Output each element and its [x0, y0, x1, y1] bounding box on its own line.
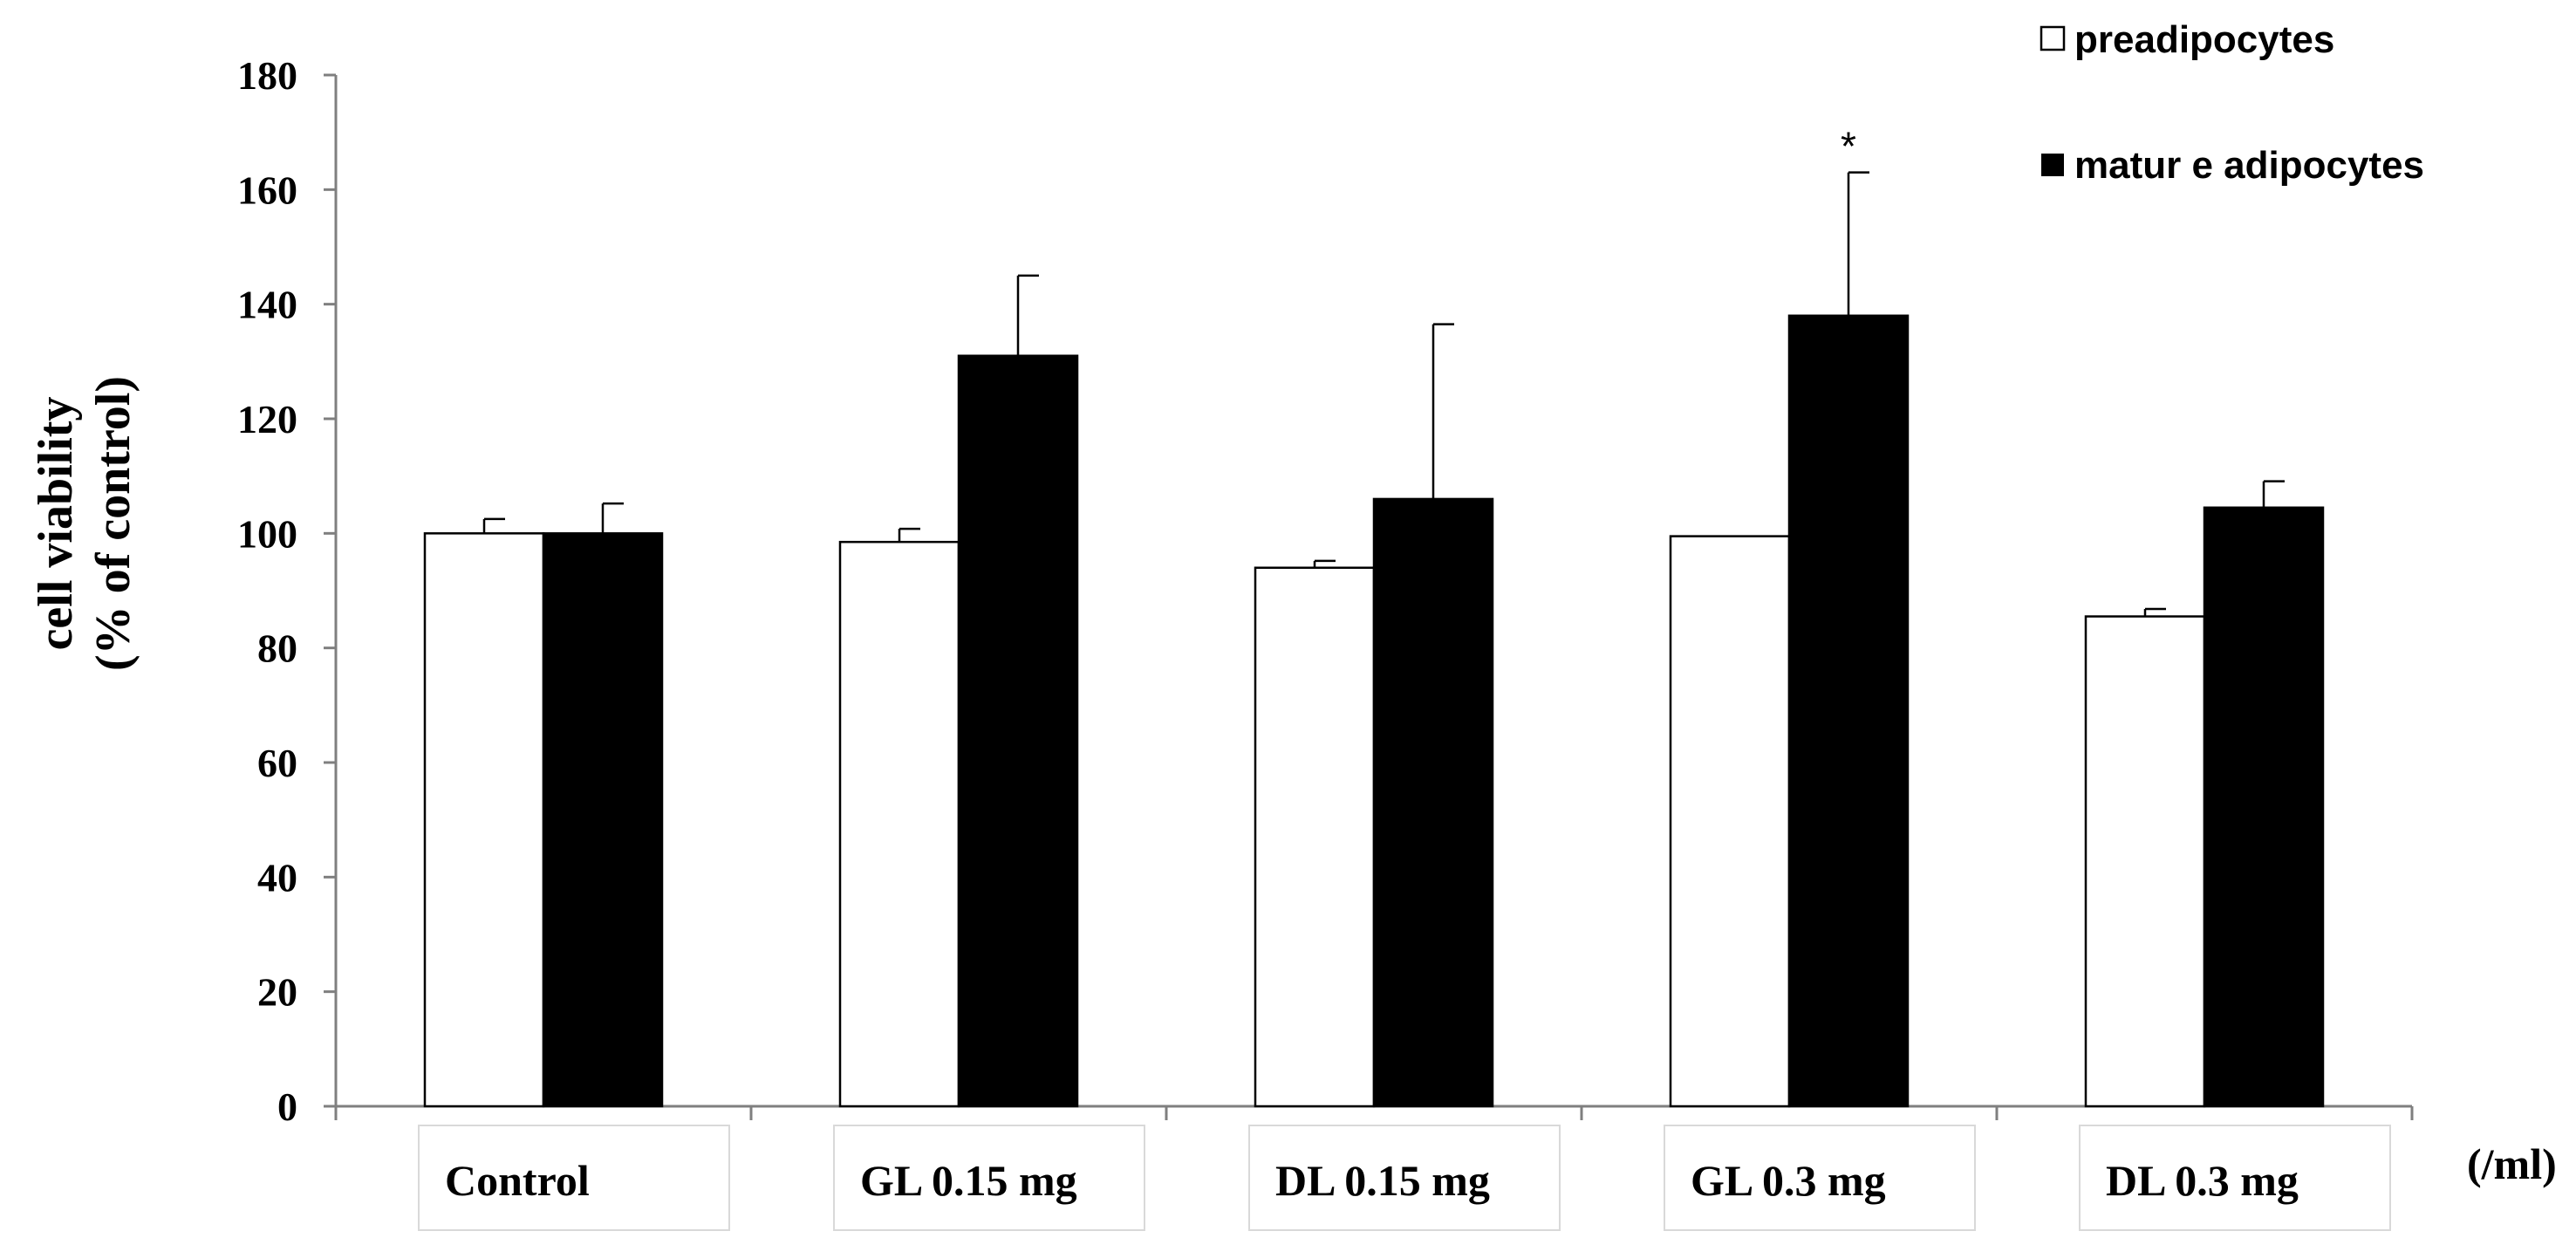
legend-swatch-preadipocytes [2040, 25, 2066, 51]
category-labels: Control GL 0.15 mg DL 0.15 mg GL 0.3 mg DL 0… [418, 1125, 2391, 1231]
legend-swatch-mature-adipocytes [2041, 154, 2064, 176]
y-tick-label-60: 60 [257, 741, 297, 785]
bars [423, 314, 2325, 1108]
category-label-0: Control [445, 1156, 590, 1205]
category-label-4: DL 0.3 mg [2106, 1156, 2299, 1205]
x-unit-label: (/ml) [2467, 1139, 2557, 1188]
y-axis-title-line-1: cell viability [29, 397, 83, 651]
category-box-1 [833, 1125, 1145, 1231]
y-tick-label-140: 140 [237, 283, 297, 327]
y-axis: 0 20 40 60 80 100 120 140 160 180 [237, 53, 338, 1129]
bar-mature-adipocytes-1 [957, 354, 1079, 1108]
bar-mature-adipocytes-0 [542, 532, 664, 1108]
y-tick-label-100: 100 [237, 511, 297, 556]
category-box-3 [1664, 1125, 1976, 1231]
category-box-2 [1248, 1125, 1561, 1231]
category-label-1: GL 0.15 mg [860, 1156, 1077, 1205]
bar-mature-adipocytes-2 [1372, 497, 1494, 1108]
y-tick-label-20: 20 [257, 970, 297, 1015]
bar-preadipocytes-2 [1254, 566, 1376, 1108]
y-tick-label-160: 160 [237, 168, 297, 212]
y-axis-title: cell viability (% of control) [29, 376, 140, 671]
y-tick-label-180: 180 [237, 53, 297, 98]
y-tick-label-120: 120 [237, 397, 297, 441]
bar-mature-adipocytes-4 [2203, 506, 2325, 1108]
x-axis [334, 1105, 2414, 1120]
bar-preadipocytes-4 [2084, 615, 2206, 1108]
category-label-2: DL 0.15 mg [1275, 1156, 1490, 1205]
category-label-3: GL 0.3 mg [1691, 1156, 1886, 1205]
annotations: * [1841, 124, 1856, 169]
bar-mature-adipocytes-3 [1787, 314, 1910, 1108]
significance-marker-0: * [1841, 124, 1856, 169]
bar-preadipocytes-0 [423, 532, 545, 1108]
y-tick-label-0: 0 [277, 1084, 297, 1129]
y-axis-title-line-2: (% of control) [86, 376, 140, 671]
category-box-4 [2079, 1125, 2391, 1231]
y-tick-label-80: 80 [257, 626, 297, 671]
bar-preadipocytes-3 [1669, 535, 1791, 1108]
bar-preadipocytes-1 [838, 540, 960, 1108]
legend: preadipocytes matur e adipocytes [2040, 18, 2424, 187]
legend-label-mature-adipocytes: matur e adipocytes [2074, 144, 2424, 187]
category-box-0 [418, 1125, 730, 1231]
error-bars [482, 171, 2285, 617]
y-tick-label-40: 40 [257, 855, 297, 899]
legend-label-preadipocytes: preadipocytes [2074, 18, 2334, 61]
